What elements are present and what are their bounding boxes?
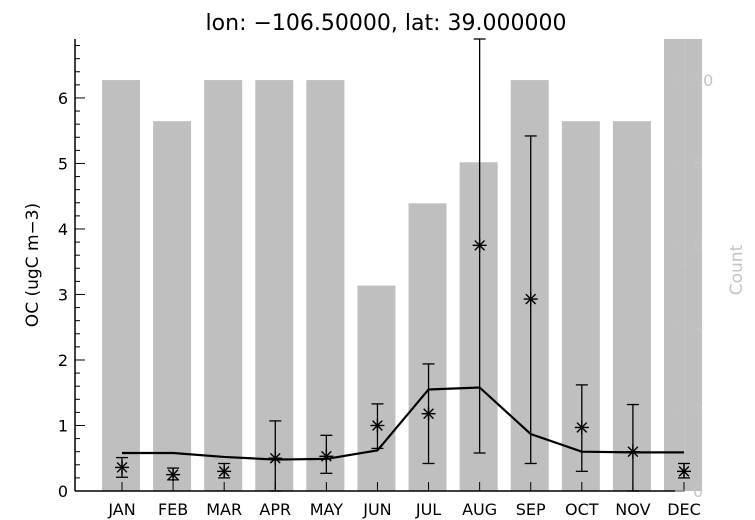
marker-stroke	[167, 469, 179, 481]
oc-marker	[319, 449, 334, 464]
x-tick-label: JAN	[107, 500, 135, 519]
oc-marker	[421, 406, 436, 421]
y-tick-label: 6	[58, 89, 68, 108]
marker-stroke	[576, 422, 588, 433]
x-tick-label: MAR	[206, 500, 242, 519]
marker-stroke	[423, 408, 434, 420]
right-y-tick-label: 10	[693, 71, 713, 90]
oc-marker	[472, 238, 487, 253]
oc-marker	[677, 464, 691, 479]
right-y-axis-label: Count	[727, 244, 747, 295]
x-tick-label: NOV	[615, 500, 650, 519]
axes	[74, 39, 686, 492]
count-bar	[408, 203, 447, 491]
right-y-tick-label: 4	[693, 318, 703, 337]
oc-marker	[115, 460, 129, 475]
error-bars	[116, 38, 690, 492]
y-tick-labels: 0 1 2 3 4 5 6	[58, 89, 68, 501]
y-tick-label: 3	[58, 285, 68, 304]
x-tick-label: MAY	[310, 500, 344, 519]
y-tick-label: 0	[58, 482, 68, 501]
oc-marker	[574, 420, 589, 435]
marker-stroke	[678, 465, 690, 477]
marker-stroke	[474, 239, 486, 251]
marker-stroke	[116, 462, 128, 473]
x-tick-label: JUL	[415, 500, 441, 519]
x-tick-label: APR	[259, 500, 291, 519]
x-tick-label: SEP	[516, 500, 546, 519]
right-y-tick-label: 2	[693, 400, 703, 419]
x-tick-labels: JAN FEB MAR APR MAY JUN JUL AUG SEP OCT NOV DEC	[107, 500, 700, 519]
marker-stroke	[372, 420, 383, 431]
marker-stroke	[218, 465, 230, 477]
oc-marker	[217, 464, 232, 479]
oc-marker	[166, 467, 181, 482]
chart-title: lon: −106.50000, lat: 39.000000	[206, 11, 567, 36]
count-bar	[102, 80, 140, 491]
oc-marker	[523, 292, 538, 307]
marker-stroke	[269, 452, 281, 464]
y-tick-label: 5	[58, 154, 68, 173]
count-bar	[612, 121, 651, 491]
x-tick-label: JUN	[362, 500, 391, 519]
count-bars	[102, 39, 702, 492]
right-y-tick-labels: 0 2 4 6 8 10	[693, 71, 713, 501]
right-y-tick-label: 6	[693, 235, 703, 254]
count-bar	[204, 80, 243, 491]
x-tick-label: DEC	[667, 500, 701, 519]
y-tick-label: 4	[58, 220, 68, 239]
count-bar	[561, 121, 600, 491]
oc-line-path	[122, 386, 684, 461]
marker-stroke	[627, 446, 639, 458]
y-tick-label: 2	[58, 351, 68, 370]
y-tick-label: 1	[58, 416, 68, 435]
count-bar	[459, 162, 498, 492]
marker-stroke	[320, 450, 332, 462]
count-bar	[510, 80, 549, 491]
count-bar	[153, 121, 192, 491]
oc-line	[122, 386, 684, 461]
count-bar	[255, 80, 294, 491]
y-axis-label: OC (ugC m−3)	[23, 203, 43, 327]
right-y-tick-label: 8	[693, 153, 703, 172]
oc-marker	[268, 451, 283, 466]
count-bar	[357, 285, 396, 491]
x-tick-label: OCT	[565, 500, 599, 519]
oc-marker	[370, 418, 385, 433]
oc-markers	[115, 238, 691, 482]
x-tick-label: FEB	[158, 500, 188, 519]
count-bar	[306, 80, 345, 491]
marker-stroke	[525, 293, 537, 305]
x-tick-label: AUG	[462, 500, 497, 519]
right-y-tick-label: 0	[693, 482, 703, 501]
oc-marker	[625, 444, 640, 459]
